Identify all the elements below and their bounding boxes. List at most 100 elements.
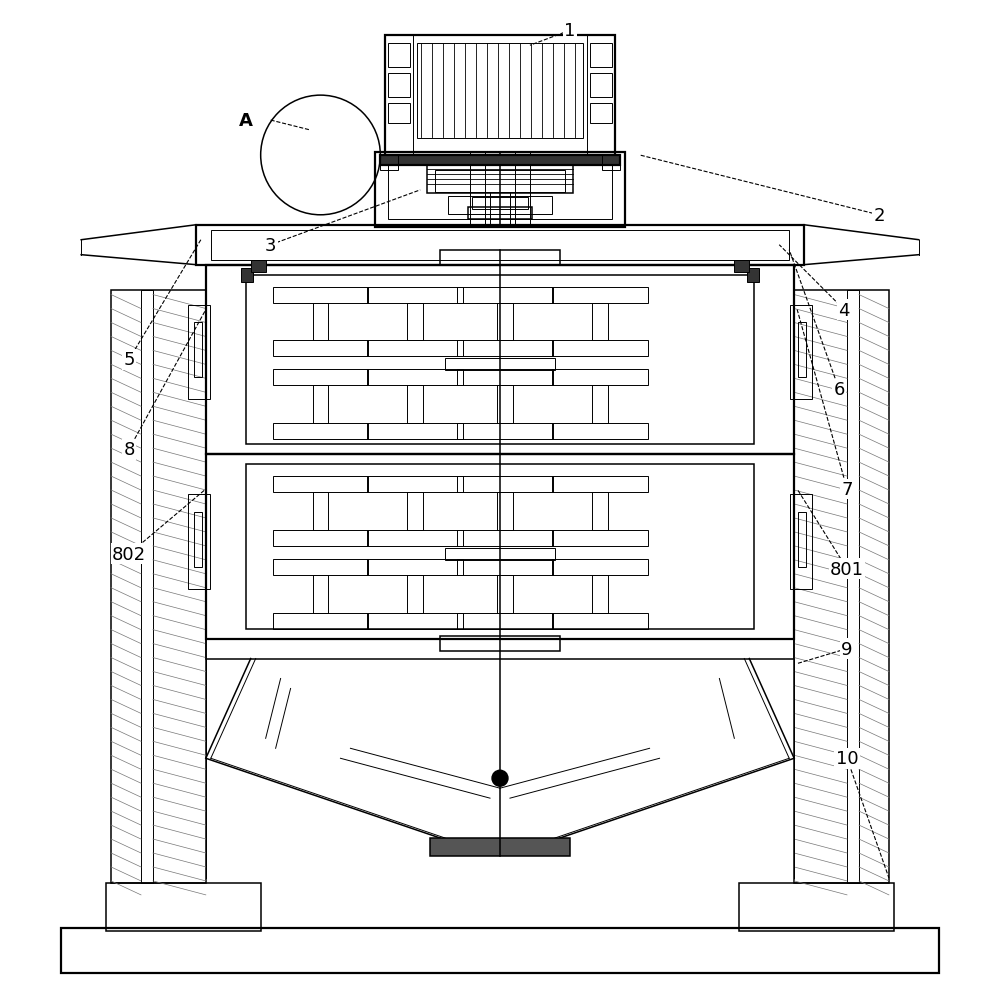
Text: 9: 9	[841, 640, 853, 658]
Bar	[194, 323, 202, 378]
Bar	[440, 636, 560, 651]
Bar	[388, 44, 410, 69]
Bar	[367, 287, 463, 303]
Bar	[211, 231, 789, 260]
Bar	[497, 303, 513, 341]
Bar	[497, 386, 513, 423]
Text: 1: 1	[564, 22, 575, 41]
Bar	[592, 386, 608, 423]
Bar	[552, 287, 648, 303]
Bar	[427, 166, 573, 194]
Bar	[790, 494, 812, 589]
Bar	[794, 290, 889, 883]
Bar	[445, 359, 555, 371]
Bar	[457, 287, 553, 303]
Bar	[739, 883, 894, 930]
Bar	[552, 560, 648, 576]
Bar	[592, 303, 608, 341]
Text: 10: 10	[836, 749, 858, 767]
Bar	[273, 423, 368, 439]
Bar	[552, 476, 648, 492]
Bar	[497, 492, 513, 531]
Bar	[206, 454, 794, 639]
Bar	[385, 36, 615, 156]
Bar	[367, 531, 463, 547]
Text: 6: 6	[833, 381, 845, 399]
Text: 801: 801	[830, 561, 864, 579]
Bar	[246, 464, 754, 629]
Bar	[273, 287, 368, 303]
Bar	[448, 197, 552, 215]
Circle shape	[492, 770, 508, 786]
Bar	[111, 290, 206, 883]
Bar	[206, 265, 794, 454]
Bar	[798, 323, 806, 378]
Bar	[445, 549, 555, 561]
Bar	[457, 560, 553, 576]
Bar	[313, 303, 328, 341]
Bar	[188, 494, 210, 589]
Bar	[273, 613, 368, 629]
Bar	[251, 260, 266, 272]
Bar	[457, 370, 553, 386]
Bar	[798, 513, 806, 568]
Bar	[457, 423, 553, 439]
Bar	[592, 492, 608, 531]
Bar	[407, 386, 423, 423]
Bar	[367, 423, 463, 439]
Text: 8: 8	[123, 440, 135, 458]
Bar	[590, 104, 612, 124]
Bar	[367, 613, 463, 629]
Bar	[246, 275, 754, 444]
Bar	[468, 208, 532, 220]
Bar	[367, 560, 463, 576]
Bar	[552, 613, 648, 629]
Bar	[367, 370, 463, 386]
Text: 4: 4	[838, 301, 850, 319]
Bar	[747, 268, 759, 282]
Bar	[188, 305, 210, 400]
Bar	[380, 156, 620, 166]
Bar	[273, 370, 368, 386]
Text: A: A	[239, 112, 253, 130]
Text: 7: 7	[841, 480, 853, 499]
Bar	[417, 44, 583, 139]
Bar	[375, 153, 625, 228]
Bar	[407, 303, 423, 341]
Bar	[592, 576, 608, 613]
Bar	[196, 226, 804, 265]
Bar	[457, 341, 553, 357]
Bar	[590, 44, 612, 69]
Bar	[388, 161, 612, 220]
Bar	[430, 838, 570, 856]
Text: 3: 3	[265, 237, 276, 254]
Bar	[241, 268, 253, 282]
Bar	[407, 576, 423, 613]
Text: 2: 2	[873, 207, 885, 225]
Bar	[388, 75, 410, 98]
Bar	[106, 883, 261, 930]
Bar	[367, 476, 463, 492]
Bar	[435, 171, 565, 193]
Bar	[313, 386, 328, 423]
Bar	[313, 492, 328, 531]
Text: 5: 5	[123, 351, 135, 369]
Bar	[472, 198, 528, 210]
Bar	[552, 341, 648, 357]
Bar	[61, 927, 939, 973]
Bar	[273, 341, 368, 357]
Bar	[313, 576, 328, 613]
Bar	[497, 576, 513, 613]
Bar	[552, 531, 648, 547]
Bar	[367, 341, 463, 357]
Bar	[590, 75, 612, 98]
Bar	[388, 104, 410, 124]
Bar	[206, 639, 794, 659]
Bar	[407, 492, 423, 531]
Bar	[552, 370, 648, 386]
Bar	[194, 513, 202, 568]
Bar	[847, 290, 859, 883]
Bar	[552, 423, 648, 439]
Bar	[457, 531, 553, 547]
Bar	[587, 36, 615, 156]
